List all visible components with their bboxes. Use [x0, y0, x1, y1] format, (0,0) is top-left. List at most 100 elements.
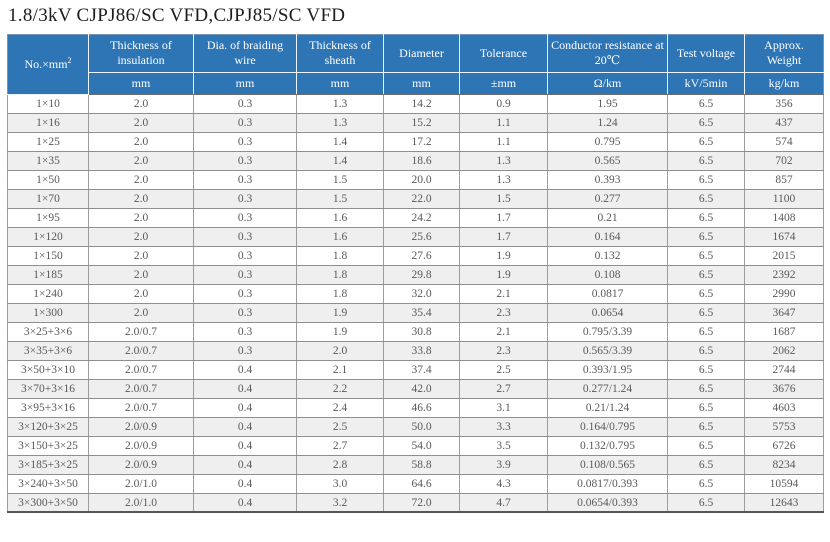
cell-resistance: 0.164/0.795: [547, 416, 668, 437]
cell-insulation_thickness: 2.0/0.7: [88, 340, 194, 361]
cell-tolerance: 2.1: [459, 321, 548, 342]
col-header-size-label: No.×mm: [24, 56, 68, 71]
cell-diameter: 50.0: [383, 416, 460, 437]
cell-resistance: 0.565/3.39: [547, 340, 668, 361]
cell-sheath_thickness: 1.8: [296, 245, 384, 266]
cell-weight: 1408: [744, 207, 824, 228]
cell-test_voltage: 6.5: [667, 321, 745, 342]
cell-sheath_thickness: 1.3: [296, 112, 384, 133]
cell-size: 1×50: [7, 169, 89, 190]
cell-diameter: 25.6: [383, 226, 460, 247]
unit-diameter: mm: [383, 71, 460, 95]
cell-size: 1×10: [7, 93, 89, 114]
cell-resistance: 0.0654/0.393: [547, 492, 668, 514]
cell-size: 1×16: [7, 112, 89, 133]
cell-diameter: 46.6: [383, 397, 460, 418]
table-header: No.×mm2 Thickness of insulation Dia. of …: [7, 33, 824, 95]
table-row: 1×300 2.0 0.3 1.9 35.4 2.3 0.0654 6.5 3647: [7, 302, 824, 323]
cell-test_voltage: 6.5: [667, 207, 745, 228]
cell-tolerance: 3.3: [459, 416, 548, 437]
cell-resistance: 0.393/1.95: [547, 359, 668, 380]
cell-tolerance: 2.7: [459, 378, 548, 399]
cell-braiding_wire_dia: 0.3: [193, 264, 297, 285]
cell-tolerance: 1.9: [459, 245, 548, 266]
cell-weight: 574: [744, 131, 824, 152]
col-header-sheath: Thickness of sheath: [296, 33, 384, 73]
cell-weight: 2990: [744, 283, 824, 304]
unit-voltage: kV/5min: [667, 71, 745, 95]
cell-diameter: 29.8: [383, 264, 460, 285]
table-row: 3×25+3×6 2.0/0.7 0.3 1.9 30.8 2.1 0.795/3.39 6.…: [7, 321, 824, 342]
cell-diameter: 27.6: [383, 245, 460, 266]
cell-size: 1×240: [7, 283, 89, 304]
cell-insulation_thickness: 2.0: [88, 302, 194, 323]
cell-test_voltage: 6.5: [667, 245, 745, 266]
cell-size: 3×240+3×50: [7, 473, 89, 494]
col-header-insulation: Thickness of insulation: [88, 33, 194, 73]
table-row: 3×50+3×10 2.0/0.7 0.4 2.1 37.4 2.5 0.393/1.95 6…: [7, 359, 824, 380]
cell-resistance: 0.108: [547, 264, 668, 285]
cell-insulation_thickness: 2.0: [88, 226, 194, 247]
cell-tolerance: 1.3: [459, 169, 548, 190]
cell-test_voltage: 6.5: [667, 112, 745, 133]
cell-tolerance: 1.1: [459, 131, 548, 152]
cell-size: 3×35+3×6: [7, 340, 89, 361]
cell-braiding_wire_dia: 0.3: [193, 321, 297, 342]
unit-weight: kg/km: [744, 71, 824, 95]
table-row: 1×50 2.0 0.3 1.5 20.0 1.3 0.393 6.5 857: [7, 169, 824, 190]
cell-resistance: 0.0654: [547, 302, 668, 323]
cell-sheath_thickness: 1.6: [296, 207, 384, 228]
cell-insulation_thickness: 2.0: [88, 169, 194, 190]
cell-insulation_thickness: 2.0/0.7: [88, 397, 194, 418]
table-row: 3×70+3×16 2.0/0.7 0.4 2.2 42.0 2.7 0.277/1.24 6…: [7, 378, 824, 399]
cell-diameter: 33.8: [383, 340, 460, 361]
cell-weight: 857: [744, 169, 824, 190]
header-row-labels: No.×mm2 Thickness of insulation Dia. of …: [7, 33, 824, 95]
cell-tolerance: 2.1: [459, 283, 548, 304]
unit-sheath: mm: [296, 71, 384, 95]
cell-weight: 2062: [744, 340, 824, 361]
cell-resistance: 0.132: [547, 245, 668, 266]
table-row: 1×10 2.0 0.3 1.3 14.2 0.9 1.95 6.5 356: [7, 93, 824, 114]
cell-resistance: 0.795: [547, 131, 668, 152]
spec-table: No.×mm2 Thickness of insulation Dia. of …: [7, 33, 824, 514]
cell-test_voltage: 6.5: [667, 302, 745, 323]
cell-diameter: 20.0: [383, 169, 460, 190]
cell-size: 1×185: [7, 264, 89, 285]
cell-weight: 356: [744, 93, 824, 114]
cell-diameter: 64.6: [383, 473, 460, 494]
col-header-tolerance: Tolerance: [459, 33, 548, 73]
cell-tolerance: 2.3: [459, 340, 548, 361]
cell-braiding_wire_dia: 0.3: [193, 150, 297, 171]
cell-resistance: 0.132/0.795: [547, 435, 668, 456]
cell-braiding_wire_dia: 0.3: [193, 93, 297, 114]
cell-sheath_thickness: 1.4: [296, 131, 384, 152]
cell-test_voltage: 6.5: [667, 340, 745, 361]
cell-diameter: 37.4: [383, 359, 460, 380]
cell-weight: 2015: [744, 245, 824, 266]
cell-size: 1×150: [7, 245, 89, 266]
cell-sheath_thickness: 2.7: [296, 435, 384, 456]
cell-test_voltage: 6.5: [667, 454, 745, 475]
page-title: 1.8/3kV CJPJ86/SC VFD,CJPJ85/SC VFD: [8, 5, 346, 26]
cell-size: 1×95: [7, 207, 89, 228]
cell-size: 3×300+3×50: [7, 492, 89, 514]
cell-test_voltage: 6.5: [667, 397, 745, 418]
cell-sheath_thickness: 1.4: [296, 150, 384, 171]
cell-insulation_thickness: 2.0: [88, 112, 194, 133]
cell-tolerance: 3.9: [459, 454, 548, 475]
cell-diameter: 18.6: [383, 150, 460, 171]
cell-insulation_thickness: 2.0: [88, 131, 194, 152]
cell-weight: 8234: [744, 454, 824, 475]
cell-insulation_thickness: 2.0/0.7: [88, 359, 194, 380]
cell-tolerance: 4.7: [459, 492, 548, 514]
cell-resistance: 0.0817: [547, 283, 668, 304]
col-header-size-sup: 2: [67, 55, 72, 65]
table-row: 1×25 2.0 0.3 1.4 17.2 1.1 0.795 6.5 574: [7, 131, 824, 152]
cell-sheath_thickness: 1.8: [296, 283, 384, 304]
cell-tolerance: 2.5: [459, 359, 548, 380]
cell-resistance: 0.393: [547, 169, 668, 190]
cell-sheath_thickness: 1.5: [296, 169, 384, 190]
table-row: 1×16 2.0 0.3 1.3 15.2 1.1 1.24 6.5 437: [7, 112, 824, 133]
table-row: 3×240+3×50 2.0/1.0 0.4 3.0 64.6 4.3 0.0817/0.3…: [7, 473, 824, 494]
